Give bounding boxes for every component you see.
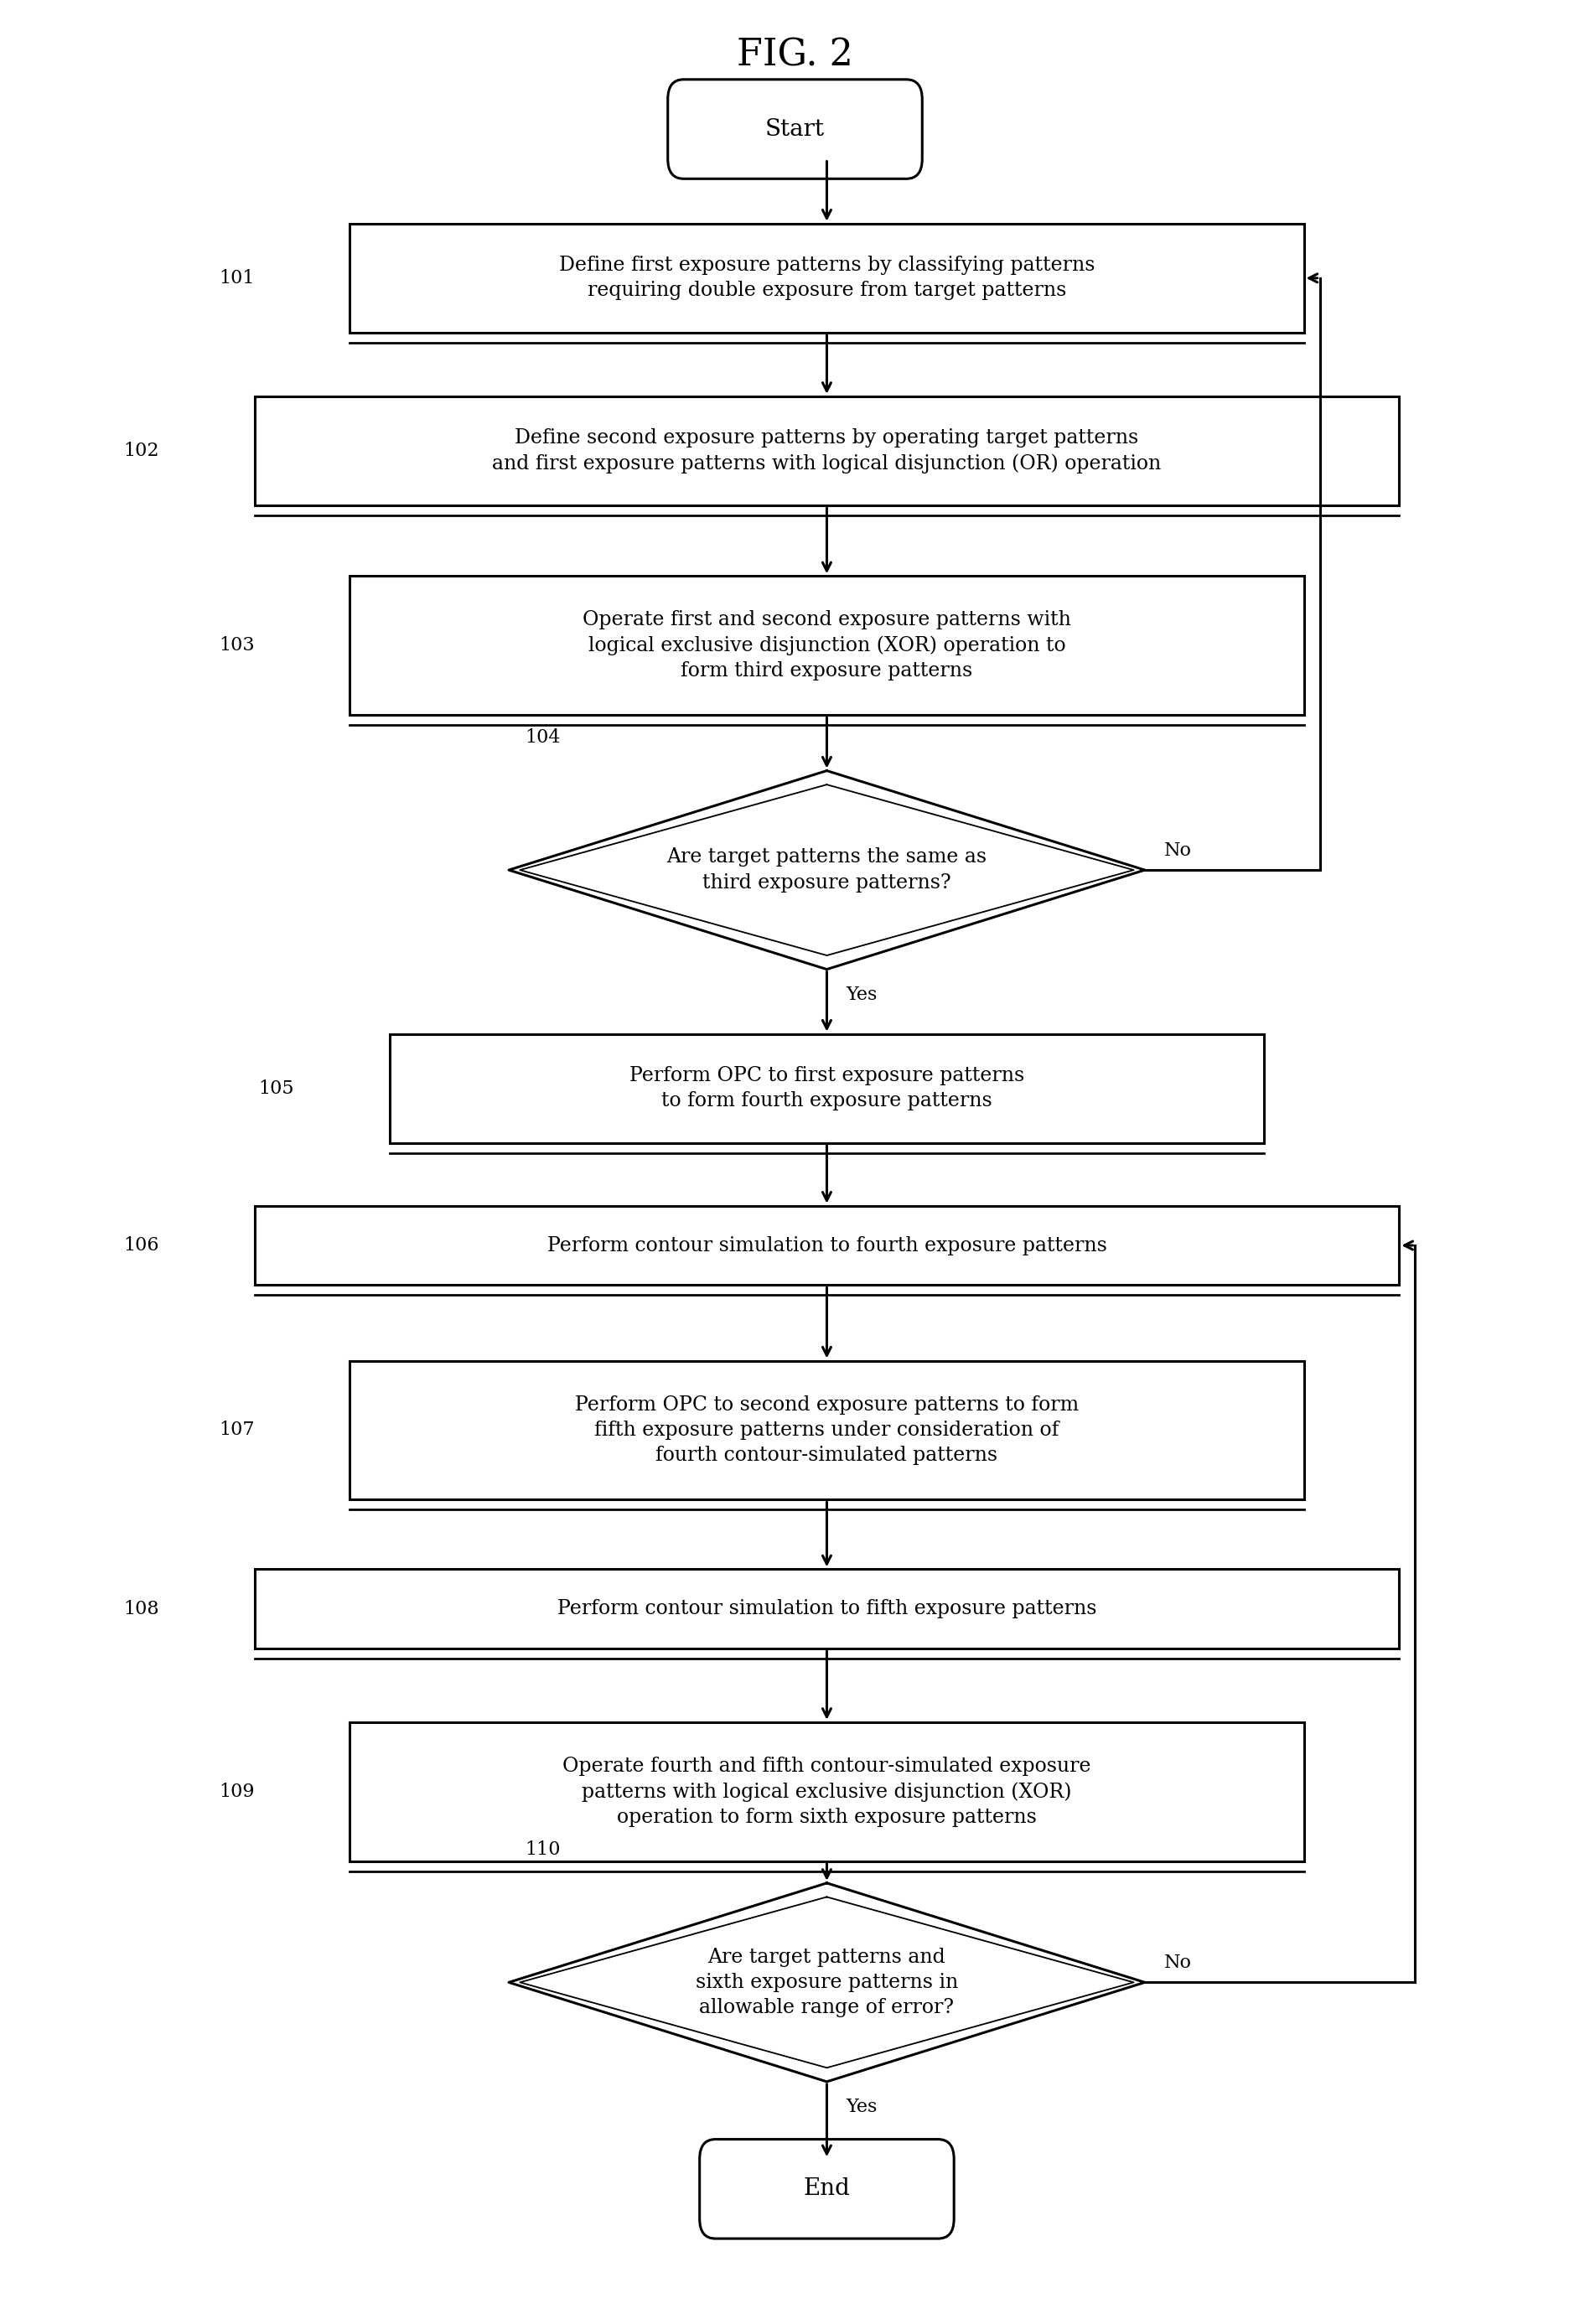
Bar [390,1034,1264,1143]
Text: End: End [803,2178,851,2201]
Text: FIG. 2: FIG. 2 [736,37,854,74]
Text: Define first exposure patterns by classifying patterns
requiring double exposure: Define first exposure patterns by classi… [558,256,1096,300]
Bar [254,397,1399,507]
Text: 109: 109 [219,1783,254,1801]
Text: 108: 108 [124,1599,159,1618]
Text: 105: 105 [259,1078,294,1097]
Text: 110: 110 [525,1841,560,1859]
Text: Start: Start [765,119,825,139]
Bar [350,223,1304,332]
Bar [254,1569,1399,1648]
Text: Are target patterns the same as
third exposure patterns?: Are target patterns the same as third ex… [666,848,987,892]
Text: Perform contour simulation to fifth exposure patterns: Perform contour simulation to fifth expo… [556,1599,1097,1618]
Text: Operate fourth and fifth contour-simulated exposure
patterns with logical exclus: Operate fourth and fifth contour-simulat… [563,1757,1091,1827]
Text: Define second exposure patterns by operating target patterns
and first exposure : Define second exposure patterns by opera… [493,428,1161,474]
Text: Operate first and second exposure patterns with
logical exclusive disjunction (X: Operate first and second exposure patter… [582,611,1072,681]
Text: 106: 106 [124,1236,159,1255]
FancyBboxPatch shape [668,79,922,179]
Text: No: No [1164,1954,1191,1973]
Text: Perform OPC to first exposure patterns
to form fourth exposure patterns: Perform OPC to first exposure patterns t… [630,1067,1024,1111]
Bar [350,576,1304,716]
Text: Perform contour simulation to fourth exposure patterns: Perform contour simulation to fourth exp… [547,1236,1107,1255]
Bar [254,1206,1399,1285]
Text: Perform OPC to second exposure patterns to form
fifth exposure patterns under co: Perform OPC to second exposure patterns … [576,1394,1078,1464]
Text: 101: 101 [219,270,254,288]
Text: Yes: Yes [846,2099,878,2115]
Text: 103: 103 [219,637,254,655]
Text: 102: 102 [124,442,159,460]
Text: Yes: Yes [846,985,878,1004]
Text: 104: 104 [525,727,560,746]
Bar [350,1360,1304,1499]
Text: 107: 107 [219,1420,254,1439]
Text: Are target patterns and
sixth exposure patterns in
allowable range of error?: Are target patterns and sixth exposure p… [695,1948,959,2017]
Text: No: No [1164,841,1191,860]
Bar [350,1722,1304,1862]
FancyBboxPatch shape [700,2140,954,2238]
